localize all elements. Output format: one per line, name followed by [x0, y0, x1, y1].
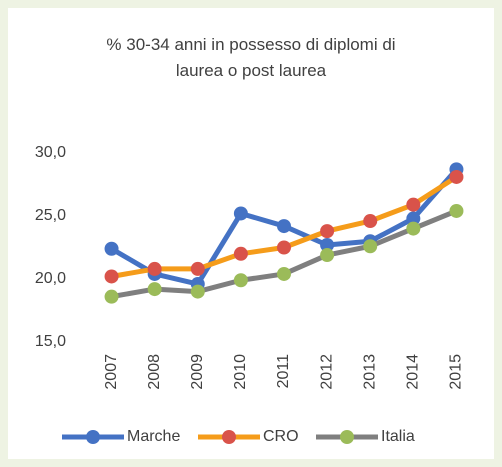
legend-marker [86, 430, 100, 444]
data-point [104, 269, 119, 284]
x-tick-label: 2015 [448, 354, 465, 390]
data-point [449, 203, 464, 218]
legend-marker [222, 430, 236, 444]
data-point [104, 241, 119, 256]
data-point [320, 237, 335, 252]
data-point [406, 211, 421, 226]
x-tick-label: 2008 [146, 354, 163, 390]
legend-label: Italia [381, 428, 415, 445]
legend-label: CRO [263, 428, 299, 445]
data-point [277, 240, 291, 255]
legend-marker [340, 430, 354, 444]
data-point [233, 273, 248, 288]
x-tick-label: 2011 [275, 354, 292, 389]
y-tick-label: 20,0 [35, 270, 66, 287]
data-point [320, 248, 335, 263]
legend-label: Marche [127, 428, 180, 445]
data-point [233, 246, 248, 261]
data-point [277, 219, 291, 234]
x-tick-label: 2007 [103, 354, 120, 390]
data-point [277, 266, 291, 281]
data-point [190, 284, 205, 299]
data-point [320, 224, 335, 239]
data-point [147, 261, 162, 276]
data-point [233, 206, 248, 221]
data-point [406, 197, 421, 212]
x-tick-label: 2014 [405, 354, 422, 390]
data-point [147, 282, 162, 297]
x-tick-label: 2010 [232, 354, 249, 390]
x-tick-label: 2012 [318, 354, 335, 390]
data-point [104, 289, 119, 304]
chart-title: % 30-34 anni in possesso di diplomi di l… [106, 35, 396, 80]
y-tick-label: 25,0 [35, 207, 66, 224]
y-tick-label: 30,0 [35, 144, 66, 161]
data-point [363, 214, 378, 229]
data-point [190, 261, 205, 276]
data-point [406, 221, 421, 236]
data-point [449, 169, 464, 184]
y-tick-label: 15,0 [35, 333, 66, 350]
x-tick-label: 2013 [361, 354, 378, 390]
x-tick-label: 2009 [189, 354, 206, 390]
data-point [363, 239, 378, 254]
